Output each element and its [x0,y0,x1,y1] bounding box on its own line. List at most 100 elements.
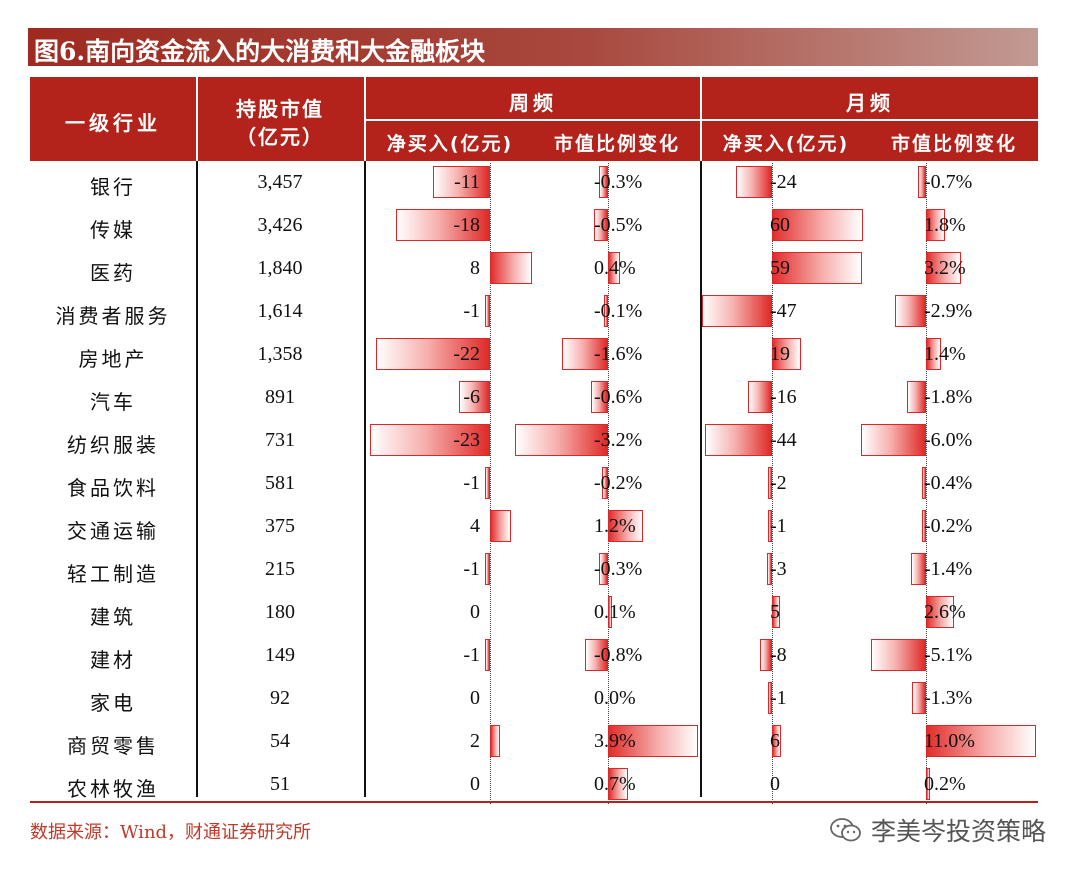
m-net-value: -1 [770,515,787,537]
bar-axis-line [608,163,609,804]
w-ratio-value: -0.6% [594,386,643,408]
m-net-bar [735,166,772,198]
m-net-value: 0 [770,773,780,795]
table-row: 农林牧渔 51 0 0.7% 0 0.2% [30,763,1038,806]
m-net-bar [772,252,862,284]
industry-cell: 家电 [90,691,136,715]
m-ratio-bar [870,639,926,671]
header-divider [364,77,366,161]
figure-title-bar: 图6.南向资金流入的大消费和大金融板块 [28,28,1038,66]
industry-cell: 交通运输 [67,519,159,543]
industry-cell: 房地产 [78,347,148,371]
m-ratio-bar [921,467,926,499]
m-ratio-value: -2.9% [924,300,973,322]
m-ratio-value: -5.1% [924,644,973,666]
m-ratio-value: 2.6% [924,601,966,623]
industry-cell: 医药 [90,261,136,285]
table-row: 传媒 3,426 -18 -0.5% 60 1.8% [30,204,1038,247]
w-ratio-value: -0.2% [594,472,643,494]
w-ratio-value: 0.4% [594,257,636,279]
table-header: 一级行业 持股市值 （亿元） 周频 月频 净买入(亿元) 市值比例变化 净买入(… [30,77,1038,161]
m-ratio-value: -1.8% [924,386,973,408]
industry-cell: 建材 [90,648,136,672]
header-market-value-1: 持股市值 [236,97,324,121]
w-net-value: -11 [454,171,480,193]
m-net-value: 5 [770,601,780,623]
w-net-bar [484,553,490,585]
m-ratio-bar [922,510,926,542]
w-ratio-bar [608,768,629,800]
market-value-cell: 1,614 [257,300,303,322]
table-row: 纺织服装 731 -23 -3.2% -44 -6.0% [30,419,1038,462]
m-ratio-value: -0.4% [924,472,973,494]
w-ratio-bar [561,338,608,370]
market-value-cell: 51 [270,773,290,795]
watermark-text: 李美岑投资策略 [870,817,1046,846]
header-divider [366,119,1038,121]
w-net-bar [370,424,490,456]
w-net-value: -1 [463,472,480,494]
market-value-cell: 1,358 [257,343,303,365]
table-row: 交通运输 375 4 1.2% -1 -0.2% [30,505,1038,548]
w-net-bar [375,338,490,370]
w-ratio-value: -0.3% [594,558,643,580]
m-net-value: 19 [770,343,790,365]
market-value-cell: 3,457 [257,171,303,193]
m-ratio-value: -0.2% [924,515,973,537]
w-ratio-bar [608,725,698,757]
m-ratio-bar [861,424,926,456]
market-value-cell: 375 [265,515,295,537]
m-net-value: -24 [770,171,797,193]
w-net-value: -6 [463,386,480,408]
m-ratio-bar [926,252,961,284]
m-net-bar [772,338,801,370]
header-monthly-net-buy: 净买入(亿元) [722,133,850,155]
m-net-bar [759,639,772,671]
m-net-value: -47 [770,300,797,322]
w-net-value: 0 [470,773,480,795]
table-row: 消费者服务 1,614 -1 -0.1% -47 -2.9% [30,290,1038,333]
w-net-value: -23 [453,429,480,451]
industry-cell: 银行 [90,175,136,199]
m-ratio-bar [918,166,926,198]
table-row: 医药 1,840 8 0.4% 59 3.2% [30,247,1038,290]
market-value-cell: 581 [265,472,295,494]
market-value-cell: 215 [265,558,295,580]
header-industry: 一级行业 [65,111,161,135]
w-ratio-value: -0.5% [594,214,643,236]
w-ratio-bar [584,639,608,671]
w-ratio-bar [604,295,608,327]
w-ratio-bar [599,166,608,198]
table-row: 食品饮料 581 -1 -0.2% -2 -0.4% [30,462,1038,505]
w-net-bar [484,467,490,499]
m-net-bar [705,424,772,456]
m-net-bar [747,381,772,413]
m-ratio-bar [894,295,926,327]
w-net-bar [490,725,501,757]
header-monthly-ratio-change: 市值比例变化 [890,133,1017,155]
m-net-value: 59 [770,257,790,279]
w-net-value: 8 [470,257,480,279]
w-net-value: 4 [470,515,480,537]
m-net-bar [767,553,772,585]
m-ratio-bar [926,209,946,241]
market-value-cell: 149 [265,644,295,666]
w-ratio-bar [515,424,608,456]
w-net-bar [484,639,490,671]
industry-cell: 农林牧渔 [67,777,159,801]
w-ratio-value: 1.2% [594,515,636,537]
w-ratio-bar [608,510,643,542]
m-net-value: 60 [770,214,790,236]
m-net-bar [768,467,772,499]
w-ratio-value: 0.0% [594,687,636,709]
table-bottom-rule [30,801,1038,803]
industry-cell: 消费者服务 [55,304,171,328]
industry-cell: 纺织服装 [67,433,159,457]
m-ratio-value: -0.7% [924,171,973,193]
industry-cell: 传媒 [90,218,136,242]
w-net-value: -1 [463,558,480,580]
w-net-value: -22 [453,343,480,365]
table-row: 建材 149 -1 -0.8% -8 -5.1% [30,634,1038,677]
w-ratio-value: 0.7% [594,773,636,795]
source-note: 数据来源：Wind，财通证券研究所 [30,822,312,843]
